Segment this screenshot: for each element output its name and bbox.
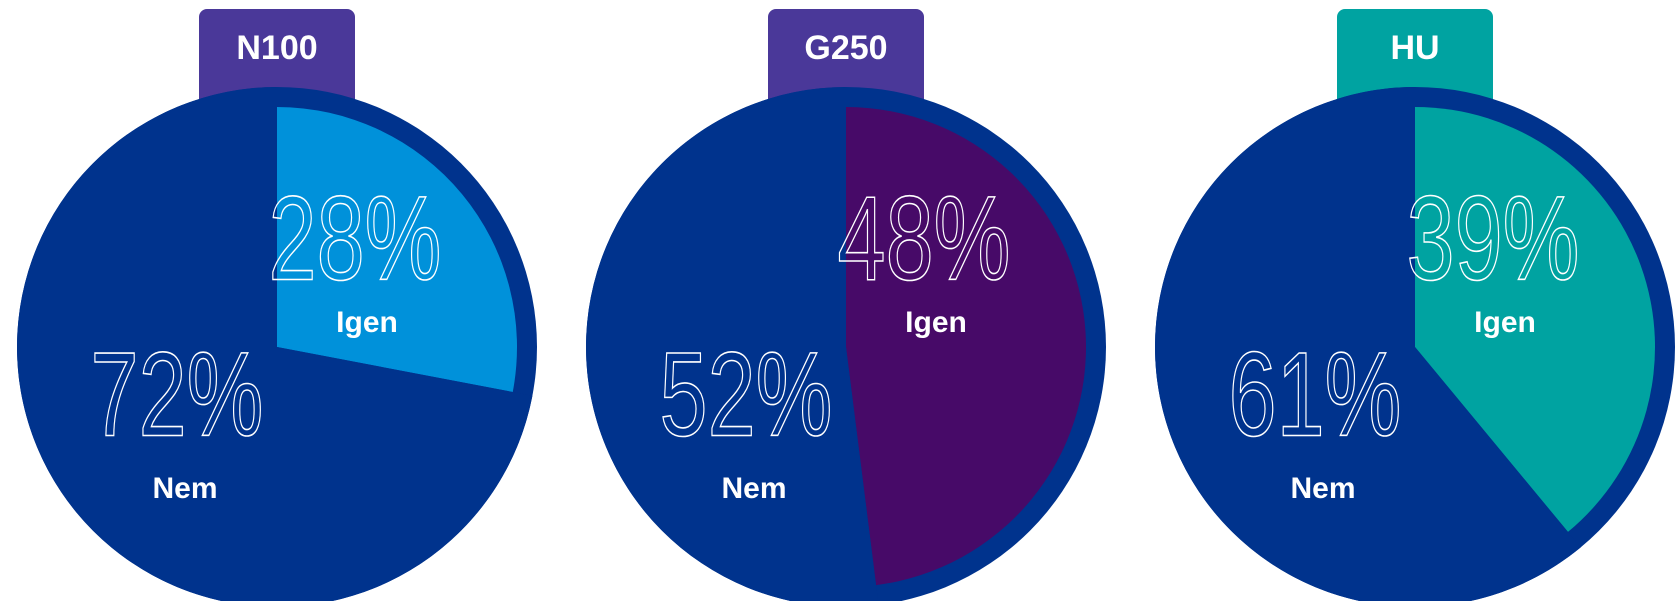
pie-slice: [586, 87, 879, 601]
value-label: 39%: [1407, 172, 1580, 306]
pie-title: HU: [1390, 29, 1439, 67]
title-tab: [199, 9, 355, 109]
category-label: Nem: [152, 472, 217, 505]
category-label: Igen: [336, 306, 398, 339]
category-label: Nem: [721, 472, 786, 505]
value-label: 52%: [660, 328, 833, 462]
pie-slice: [277, 107, 517, 392]
title-tab: [768, 9, 924, 109]
title-tab: [1337, 9, 1493, 109]
category-label: Igen: [1474, 306, 1536, 339]
pie-slice: [1155, 87, 1581, 601]
pie-slice: [846, 107, 1087, 586]
pie-slice: [17, 87, 533, 601]
pie-slice: [1415, 107, 1656, 532]
pie-title: G250: [804, 29, 887, 67]
value-label: 48%: [838, 172, 1011, 306]
category-label: Nem: [1290, 472, 1355, 505]
pie-title: N100: [236, 29, 317, 67]
value-label: 72%: [91, 328, 264, 462]
value-label: 28%: [269, 172, 442, 306]
category-label: Igen: [905, 306, 967, 339]
value-label: 61%: [1229, 328, 1402, 462]
